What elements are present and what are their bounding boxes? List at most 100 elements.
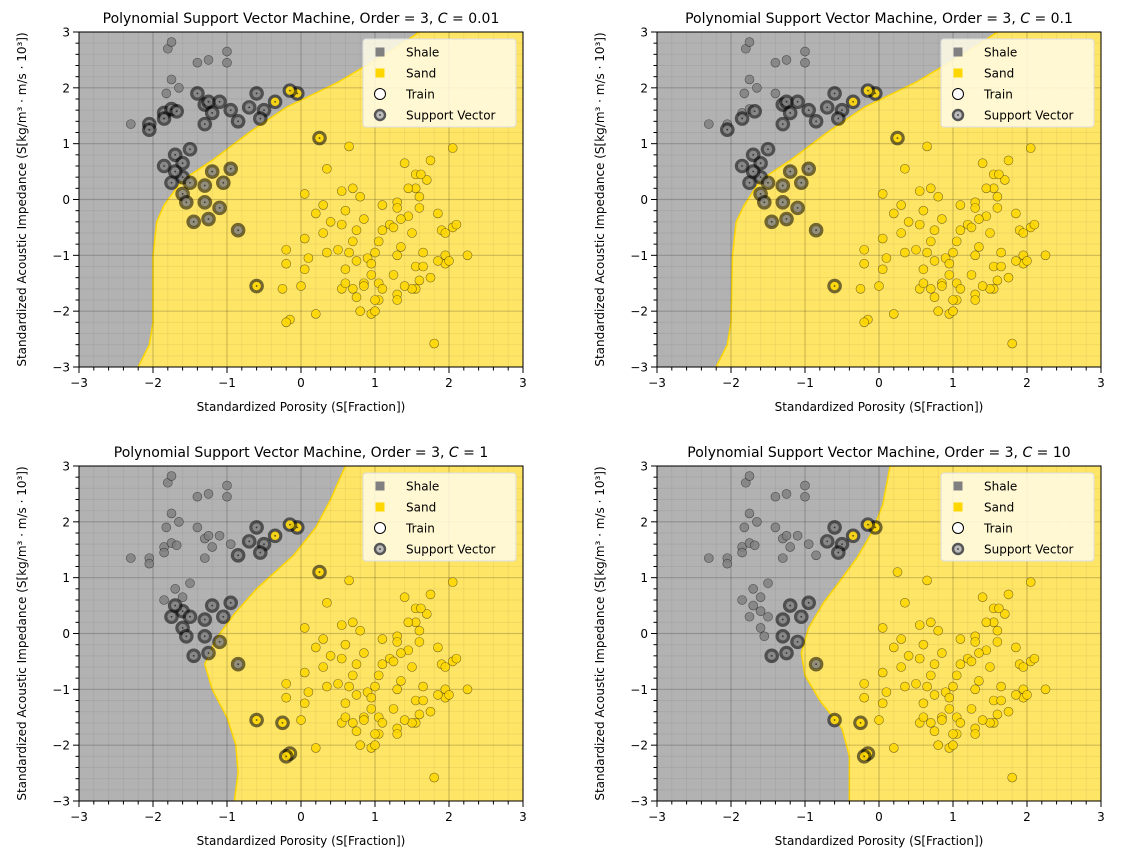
sand-point [433, 208, 443, 219]
sand-point [403, 617, 414, 628]
support-vector-dot [181, 627, 184, 629]
shale-point [200, 553, 210, 563]
support-vector-ring [190, 86, 205, 101]
support-vector-dot [174, 153, 177, 156]
shale-point [770, 522, 781, 533]
sand-point [992, 709, 1003, 720]
sand-point [922, 247, 932, 258]
x-tick-label: 2 [1023, 810, 1031, 824]
sand-point [359, 715, 369, 725]
sand-point [340, 278, 351, 289]
shale-point [192, 522, 203, 533]
sand-point [955, 284, 966, 294]
sand-point [996, 261, 1006, 272]
support-vector-ring [182, 609, 198, 625]
y-tick-label: 2 [640, 515, 648, 529]
support-vector-dot [281, 721, 284, 724]
support-vector-dot [189, 181, 191, 184]
support-vector-dot [318, 137, 321, 139]
sand-point [310, 642, 321, 653]
shale-point [800, 57, 810, 68]
sand-point [859, 258, 870, 269]
sand-point [370, 247, 380, 258]
support-vector-ring [808, 114, 824, 129]
shale-point [748, 600, 759, 611]
sand-point [451, 653, 462, 664]
sand-point [299, 667, 310, 678]
subplot-4: −3 −2 −1 0 1 2 3 −3 −2 −1 0 1 2 3 Standardized Porosit… [593, 445, 1105, 848]
sand-point [948, 295, 958, 305]
support-vector-ring [719, 122, 735, 138]
support-vector-ring [745, 147, 761, 163]
sand-point [974, 214, 984, 224]
legend-label: Train [983, 88, 1013, 102]
sand-point [994, 603, 1004, 614]
shale-point [803, 539, 814, 549]
sand-point [433, 642, 443, 653]
y-tick-label: 1 [62, 137, 70, 151]
sand-point [999, 609, 1010, 619]
support-vector-dot [807, 167, 810, 170]
support-vector-dot [237, 663, 240, 666]
support-vector-ring [890, 130, 905, 146]
x-axis-label: Standardized Porosity (S[Fraction]) [775, 834, 984, 848]
shale-point [203, 489, 214, 499]
x-tick-label: −2 [144, 376, 162, 390]
sand-point [421, 609, 432, 619]
sand-point [425, 589, 436, 600]
support-vector-dot [181, 176, 184, 179]
sand-point [336, 620, 347, 630]
support-vector-ring [764, 214, 780, 230]
support-vector-dot [800, 181, 803, 184]
shale-point [703, 119, 714, 129]
sand-point [392, 250, 403, 261]
support-vector-ring [182, 175, 198, 191]
shale-point [159, 595, 169, 605]
shale-point [203, 530, 214, 541]
sand-point [399, 592, 410, 603]
sand-point [418, 695, 428, 706]
sand-point [370, 681, 380, 692]
sand-point [340, 698, 351, 709]
legend-sand-icon [953, 502, 963, 512]
support-vector-dot [296, 526, 299, 529]
shale-point [222, 491, 232, 502]
sand-point [392, 295, 403, 305]
sand-point [433, 690, 443, 700]
support-vector-dot [815, 663, 817, 666]
sand-point [914, 219, 925, 230]
support-vector-dot [196, 92, 199, 95]
support-vector-ring [760, 141, 776, 157]
data-points [126, 37, 473, 349]
support-vector-dot [759, 176, 762, 179]
sand-point [347, 183, 358, 194]
shale-point [166, 508, 177, 519]
sand-point [914, 620, 925, 630]
support-vector-dot [807, 601, 810, 604]
sand-point [1022, 690, 1032, 700]
y-tick-label: 1 [640, 137, 648, 151]
support-vector-ring [267, 94, 283, 110]
support-vector-dot [218, 100, 221, 103]
sand-point [392, 203, 403, 213]
support-vector-dot [237, 554, 240, 557]
x-axis-label: Standardized Porosity (S[Fraction]) [197, 400, 406, 414]
sand-point [877, 623, 888, 633]
sand-point [336, 186, 347, 196]
data-points [703, 37, 1051, 349]
support-vector-ring [790, 94, 805, 110]
support-vector-ring [230, 114, 246, 129]
sand-point [925, 284, 936, 294]
sand-point [966, 656, 977, 667]
legend-label: Sand [984, 501, 1014, 515]
shale-point [744, 37, 755, 47]
sand-point [377, 200, 388, 210]
support-vector-dot [785, 218, 788, 220]
sand-point [392, 684, 403, 695]
shale-point [703, 553, 714, 563]
sand-point [859, 317, 870, 328]
support-vector-dot [285, 755, 288, 758]
support-vector-ring [830, 545, 846, 560]
subplot-1: −3 −2 −1 0 1 2 3 −3 −2 −1 0 1 2 3 Standardized Porosit… [15, 11, 527, 414]
x-tick-label: −3 [648, 376, 666, 390]
